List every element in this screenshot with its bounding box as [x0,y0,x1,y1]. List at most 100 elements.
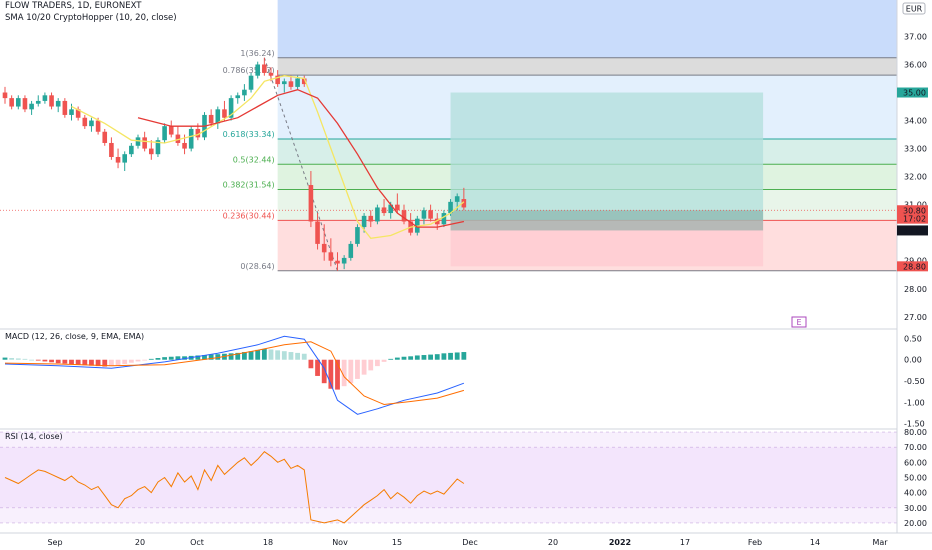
candle-body-47 [315,221,320,244]
rsi-tick-2: 60.00 [904,458,927,467]
candle-body-50 [335,260,340,264]
candle-body-37 [248,75,254,90]
macd-bar-5 [35,359,41,361]
macd-bar-41 [275,350,281,360]
fib-label-4: 0.382(31.54) [223,181,275,190]
price-tick-0: 37.00 [904,32,927,41]
candle-body-65 [434,218,440,225]
fib-label-5: 0.236(30.44) [223,211,275,220]
candle-body-39 [262,64,267,73]
macd-pane[interactable]: MACD (12, 26, close, 9, EMA, EMA) [0,328,932,415]
macd-bar-65 [434,354,440,360]
position-profit-zone [450,92,764,221]
candle-body-1 [9,98,14,107]
candle-body-46 [308,185,314,222]
candle-body-21 [142,137,147,149]
macd-bar-0 [2,357,8,360]
candle-body-4 [29,103,34,110]
candle-body-11 [75,109,81,118]
macd-bar-58 [388,358,394,360]
macd-bar-14 [95,359,101,367]
time-tick-10: Feb [748,538,762,547]
rsi-title: RSI (14, close) [5,432,63,441]
macd-bar-39 [261,349,267,360]
candle-body-26 [175,134,181,143]
rsi-tick-1: 70.00 [904,443,927,452]
macd-bar-56 [375,359,380,367]
macd-bar-44 [295,352,300,360]
sma-legend[interactable]: SMA 10/20 CryptoHopper (10, 20, close) [5,13,177,23]
macd-bar-69 [461,352,467,360]
candle-body-6 [42,95,48,101]
time-tick-0: Sep [47,538,62,547]
price-tick-4: 33.00 [904,145,927,154]
macd-bar-23 [155,358,161,360]
candle-body-34 [228,98,234,118]
sma-title: SMA 10/20 CryptoHopper (10, 20, close) [5,13,177,23]
rsi-band-lower [0,507,897,523]
rsi-tick-6: 20.00 [904,519,927,528]
candle-body-17 [115,156,121,163]
macd-bar-61 [408,356,414,360]
fib-label-2: 0.618(33.34) [223,130,275,139]
macd-bar-4 [29,359,34,361]
candle-body-27 [182,142,187,149]
macd-bar-29 [195,355,201,360]
rsi-tick-0: 80.00 [904,428,927,437]
rsi-tick-5: 30.00 [904,504,927,513]
candle-body-19 [129,145,134,155]
candle-body-13 [89,120,94,127]
macd-bar-46 [308,359,314,369]
candle-body-68 [454,196,460,202]
candle-body-38 [255,64,260,76]
macd-bar-13 [89,359,94,366]
rsi-band [0,447,897,508]
macd-bar-67 [448,352,453,360]
macd-bar-27 [182,356,187,360]
price-label-bg-2 [897,213,928,224]
candle-body-33 [222,109,227,118]
candle-body-16 [109,142,114,157]
macd-bar-43 [288,352,294,360]
price-tick-3: 34.00 [904,117,927,126]
candle-body-41 [275,75,280,85]
price-label-bg-1 [897,205,928,216]
price-tick-1: 36.00 [904,60,927,69]
symbol-legend[interactable]: FLOW TRADERS, 1D, EURONEXT [5,1,141,11]
price-label-3: 30.08 [903,226,926,235]
macd-bar-51 [341,359,347,387]
fib-trend-line [263,57,338,271]
candle-body-42 [282,81,287,85]
macd-bar-50 [335,359,340,390]
candle-body-24 [162,126,167,141]
candle-body-43 [288,81,294,87]
candle-body-20 [135,137,141,146]
macd-bar-30 [202,355,207,360]
price-label-2: 17:02 [903,215,926,224]
price-axis-bg [897,0,932,550]
candle-body-32 [215,109,221,124]
macd-tick-3: -1.00 [904,398,925,407]
rsi-tick-3: 50.00 [904,473,927,482]
candle-body-51 [341,257,347,264]
rsi-pane[interactable]: RSI (14, close) [0,428,932,524]
price-label-bg-3 [897,225,928,236]
candle-body-31 [208,114,214,124]
candle-body-57 [381,207,387,214]
macd-bar-24 [162,357,167,360]
candle-body-23 [155,140,161,155]
macd-bar-66 [441,353,447,360]
price-pane[interactable]: 1(36.24) 0.786(35.62) 0.618(33.34) 0.5(32.4… [0,0,897,328]
macd-bar-35 [235,352,241,360]
rsi-tick-4: 40.00 [904,489,927,498]
candle-body-56 [375,207,380,222]
price-tick-6: 31.00 [904,201,927,210]
macd-bar-9 [62,359,68,364]
rsi-line [4,451,465,524]
macd-title: MACD (12, 26, close, 9, EMA, EMA) [5,332,144,341]
macd-bar-59 [394,357,400,360]
candle-body-28 [188,128,194,149]
candle-body-44 [295,78,300,87]
symbol-title: FLOW TRADERS, 1D, EURONEXT [5,1,142,11]
